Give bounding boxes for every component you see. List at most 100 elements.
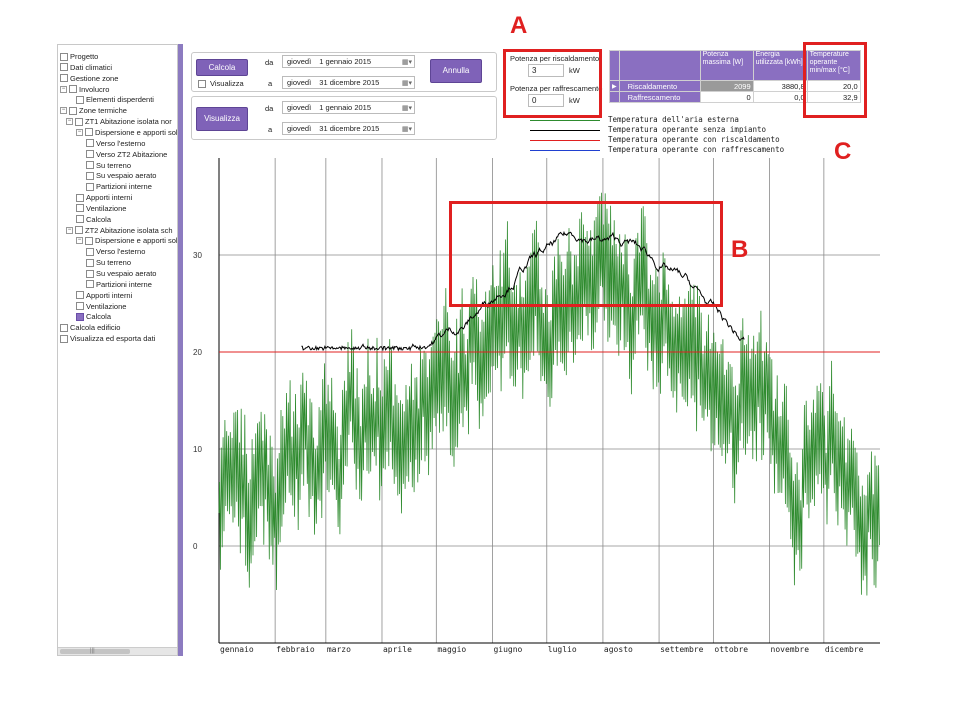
visualizza-button[interactable]: Visualizza xyxy=(196,107,248,131)
calendar-dropdown-icon[interactable]: ▦▾ xyxy=(401,59,412,66)
tree-expander-icon[interactable]: − xyxy=(66,118,73,126)
tree-expander-icon[interactable]: − xyxy=(76,128,83,136)
tree-checkbox[interactable] xyxy=(60,52,68,61)
tree-item[interactable]: − Zone termiche xyxy=(60,105,127,116)
row-selector[interactable] xyxy=(609,91,620,103)
tree-item[interactable]: − Dispersione e apporti sol xyxy=(76,235,177,246)
tree-item[interactable]: Progetto xyxy=(60,51,98,62)
tree-checkbox[interactable] xyxy=(69,85,77,94)
annulla-button[interactable]: Annulla xyxy=(430,59,482,83)
tree-item[interactable]: − Dispersione e apporti sol xyxy=(76,127,177,138)
tree-checkbox[interactable] xyxy=(60,63,68,72)
calendar-dropdown-icon[interactable]: ▦▾ xyxy=(401,105,412,112)
cooling-power-input[interactable]: 0 xyxy=(528,94,564,107)
tree-item[interactable]: Elementi disperdenti xyxy=(76,94,154,105)
tree-checkbox[interactable] xyxy=(85,236,93,245)
tree-item[interactable]: Su terreno xyxy=(86,160,131,171)
calendar-dropdown-icon[interactable]: ▦▾ xyxy=(401,80,412,87)
tree-expander-icon[interactable]: − xyxy=(60,107,67,115)
vis-from-date-picker[interactable]: giovedì 1 gennaio 2015 ▦▾ xyxy=(282,101,415,114)
tree-item[interactable]: Dati climatici xyxy=(60,62,112,73)
tree-item[interactable]: Partizioni interne xyxy=(86,181,152,192)
tree-expander-icon[interactable]: − xyxy=(66,226,73,234)
tree-item[interactable]: Ventilazione xyxy=(76,301,126,312)
tree-checkbox[interactable] xyxy=(86,171,94,180)
tree-item-label: ZT2 Abitazione isolata sch xyxy=(85,225,173,235)
calc-from-date-picker[interactable]: giovedì 1 gennaio 2015 ▦▾ xyxy=(282,55,415,68)
tree-item-label: Calcola xyxy=(86,214,112,224)
tree-checkbox[interactable] xyxy=(86,161,94,169)
tree-item[interactable]: Su vespaio aerato xyxy=(86,268,156,279)
calc-to-date-picker[interactable]: giovedì 31 dicembre 2015 ▦▾ xyxy=(282,76,415,89)
tree-item[interactable]: − ZT2 Abitazione isolata sch xyxy=(66,225,173,236)
tree-expander-icon[interactable]: − xyxy=(76,237,83,245)
scrollbar-thumb[interactable]: ||| xyxy=(60,648,130,654)
tree-item-label: Dati climatici xyxy=(70,62,113,72)
tree-checkbox[interactable] xyxy=(76,302,84,311)
tree-checkbox[interactable] xyxy=(75,226,83,235)
tree-checkbox[interactable] xyxy=(86,150,94,159)
tree-item[interactable]: − ZT1 Abitazione isolata nor xyxy=(66,116,172,127)
tree-checkbox[interactable] xyxy=(76,291,84,300)
tree-checkbox[interactable] xyxy=(60,323,68,332)
tree-checkbox[interactable] xyxy=(86,258,94,267)
annotation-box-a xyxy=(503,49,602,118)
panel-splitter[interactable] xyxy=(178,44,183,656)
tree-checkbox[interactable] xyxy=(69,106,77,115)
tree-item[interactable]: Apporti interni xyxy=(76,290,132,301)
legend-swatch xyxy=(530,139,600,141)
tree-checkbox[interactable] xyxy=(85,128,93,137)
row-selector[interactable]: ▶ xyxy=(609,80,620,92)
legend-swatch xyxy=(530,129,600,131)
tree-checkbox[interactable] xyxy=(86,139,94,148)
calc-from-date: 1 gennaio 2015 xyxy=(319,57,371,66)
tree-item[interactable]: Partizioni interne xyxy=(86,279,152,290)
tree-item[interactable]: Verso ZT2 Abitazione xyxy=(86,149,167,160)
tree-item[interactable]: Calcola xyxy=(76,311,111,322)
heating-power-label: Potenza per riscaldamento xyxy=(510,54,600,63)
legend-label: Temperatura operante con raffrescamento xyxy=(608,145,785,154)
tree-item[interactable]: Calcola edificio xyxy=(60,322,120,333)
calc-from-day: giovedì xyxy=(287,57,312,66)
tree-item-label: Partizioni interne xyxy=(96,279,152,289)
results-cell: 2099 xyxy=(699,80,754,92)
tree-checkbox[interactable] xyxy=(86,182,94,191)
tree-checkbox[interactable] xyxy=(76,312,84,321)
x-tick-label: dicembre xyxy=(825,645,864,654)
tree-item[interactable]: Su vespaio aerato xyxy=(86,170,156,181)
tree-checkbox[interactable] xyxy=(86,280,94,289)
vis-from-date: 1 gennaio 2015 xyxy=(319,103,371,112)
tree-horizontal-scrollbar[interactable]: ||| xyxy=(58,647,177,655)
tree-item[interactable]: Calcola xyxy=(76,214,111,225)
tree-checkbox[interactable] xyxy=(86,247,94,256)
tree-checkbox[interactable] xyxy=(86,269,94,278)
tree-checkbox[interactable] xyxy=(76,215,84,224)
tree-item[interactable]: Visualizza ed esporta dati xyxy=(60,333,155,344)
tree-item[interactable]: Ventilazione xyxy=(76,203,126,214)
tree-checkbox[interactable] xyxy=(76,95,84,104)
vis-to-label: a xyxy=(268,125,273,134)
visualizza-checkbox[interactable] xyxy=(198,80,206,88)
tree-item[interactable]: Su terreno xyxy=(86,257,131,268)
heating-power-input[interactable]: 3 xyxy=(528,64,564,77)
tree-item[interactable]: − Involucro xyxy=(60,84,109,95)
tree-checkbox[interactable] xyxy=(76,204,84,213)
tree-item[interactable]: Verso l'esterno xyxy=(86,246,145,257)
results-header-cell: Temperature operante min/max [°C] xyxy=(806,50,861,81)
y-tick-label: 10 xyxy=(193,445,202,454)
tree-checkbox[interactable] xyxy=(76,193,84,202)
tree-item[interactable]: Apporti interni xyxy=(76,192,132,203)
tree-item[interactable]: Gestione zone xyxy=(60,73,118,84)
results-row[interactable]: Raffrescamento 0 0,0 32,9 xyxy=(609,91,861,103)
x-tick-label: maggio xyxy=(437,645,466,654)
tree-item-label: Su terreno xyxy=(96,160,132,170)
calendar-dropdown-icon[interactable]: ▦▾ xyxy=(401,126,412,133)
tree-checkbox[interactable] xyxy=(60,334,68,343)
tree-checkbox[interactable] xyxy=(75,117,83,126)
results-row[interactable]: ▶ Riscaldamento 2099 3880,8 20,0 xyxy=(609,80,861,92)
tree-expander-icon[interactable]: − xyxy=(60,85,67,93)
tree-checkbox[interactable] xyxy=(60,74,68,83)
calcola-button[interactable]: Calcola xyxy=(196,59,248,76)
vis-to-date-picker[interactable]: giovedì 31 dicembre 2015 ▦▾ xyxy=(282,122,415,135)
tree-item[interactable]: Verso l'esterno xyxy=(86,138,145,149)
